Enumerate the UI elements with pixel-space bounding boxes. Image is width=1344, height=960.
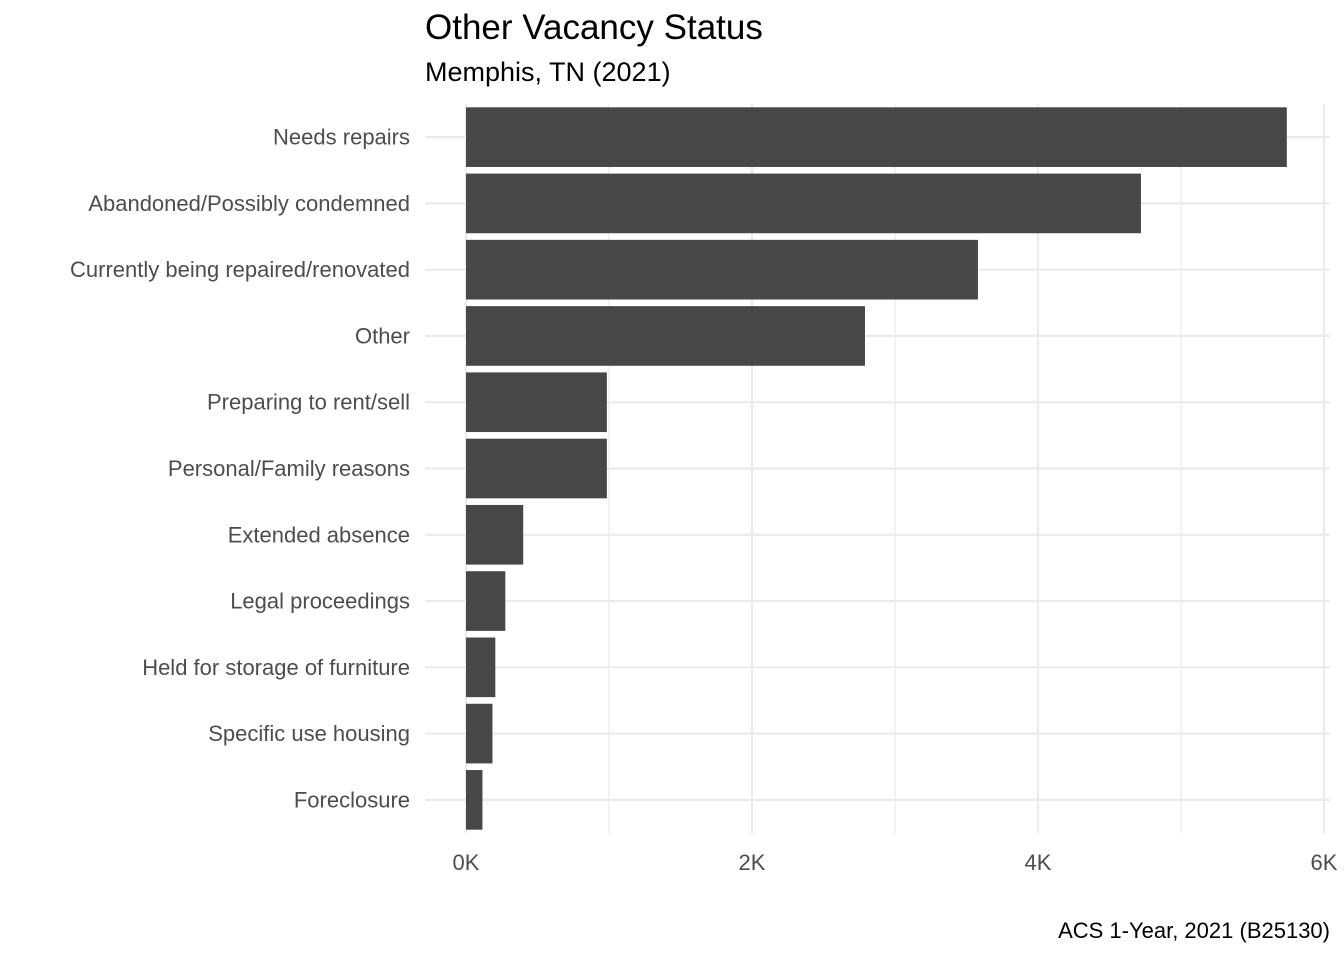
category-label: Preparing to rent/sell <box>207 390 410 415</box>
category-label: Other <box>355 323 410 348</box>
category-label: Currently being repaired/renovated <box>70 257 410 282</box>
chart-title: Other Vacancy Status <box>425 8 763 47</box>
chart-caption: ACS 1-Year, 2021 (B25130) <box>1058 918 1330 943</box>
bar <box>466 571 506 631</box>
bar <box>466 239 978 300</box>
bar <box>466 770 483 830</box>
bar <box>466 173 1141 234</box>
bar <box>466 372 607 433</box>
x-axis-ticks: 0K 2K 4K 6K <box>453 850 1338 875</box>
bar <box>466 637 496 698</box>
bar <box>466 504 524 565</box>
category-label: Legal proceedings <box>230 589 410 614</box>
category-label: Extended absence <box>228 522 410 547</box>
category-label: Specific use housing <box>208 721 410 746</box>
chart-subtitle: Memphis, TN (2021) <box>425 57 671 87</box>
x-tick-label: 4K <box>1025 850 1052 875</box>
category-labels: Needs repairs Abandoned/Possibly condemne… <box>70 125 410 813</box>
category-label: Abandoned/Possibly condemned <box>88 191 410 216</box>
x-tick-label: 6K <box>1311 850 1338 875</box>
bar <box>466 438 607 499</box>
bars <box>466 107 1287 830</box>
bar <box>466 306 865 366</box>
category-label: Foreclosure <box>294 787 410 812</box>
bar <box>466 703 493 764</box>
category-label: Personal/Family reasons <box>168 456 410 481</box>
category-label: Held for storage of furniture <box>142 655 410 680</box>
x-tick-label: 0K <box>453 850 480 875</box>
bar <box>466 107 1287 167</box>
category-label: Needs repairs <box>273 125 410 150</box>
x-tick-label: 2K <box>739 850 766 875</box>
